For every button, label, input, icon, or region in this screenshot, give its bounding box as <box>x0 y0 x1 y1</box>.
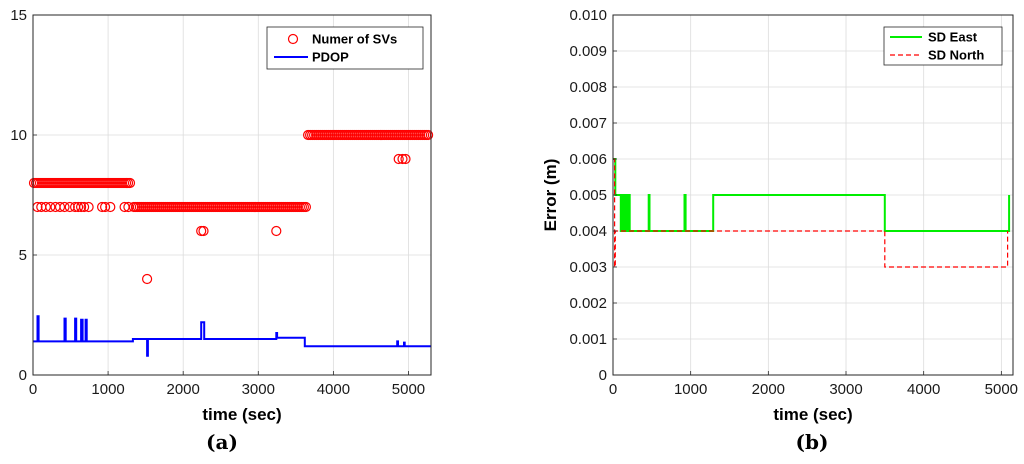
data-point <box>105 201 116 213</box>
data-point <box>124 177 136 189</box>
data-point <box>142 273 153 285</box>
series-numer-of-svs <box>28 129 434 285</box>
x-tick-label: 2000 <box>752 381 785 398</box>
chart-a: 0 1000 2000 3000 4000 5000 0 5 10 15 time (sec) N… <box>10 7 434 424</box>
data-point <box>271 225 282 237</box>
legend-label-pdop: PDOP <box>312 50 349 65</box>
data-point <box>54 201 66 213</box>
chart-b-ticks: 0 1000 2000 3000 4000 5000 0 0.001 0.002 0.003 0.0… <box>569 7 1018 398</box>
y-tick-label: 0.008 <box>569 79 607 96</box>
data-point <box>40 201 51 213</box>
y-tick-label: 0.005 <box>569 187 607 204</box>
chart-a-xlabel: time (sec) <box>202 405 281 424</box>
x-tick-label: 5000 <box>985 381 1018 398</box>
y-tick-label: 0.001 <box>569 331 607 348</box>
series-line-pdop <box>33 315 431 357</box>
y-tick-label: 5 <box>19 247 27 264</box>
x-tick-label: 3000 <box>242 381 275 398</box>
data-point <box>198 225 209 237</box>
chart-a-ticks: 0 1000 2000 3000 4000 5000 0 5 10 15 <box>10 7 425 398</box>
data-point <box>78 201 90 213</box>
chart-b-legend-box <box>883 26 1003 66</box>
y-tick-label: 0.006 <box>569 151 607 168</box>
data-point <box>59 201 70 213</box>
data-point <box>393 153 404 165</box>
chart-a-legend: Numer of SVs PDOP <box>266 26 424 70</box>
chart-b-xlabel: time (sec) <box>773 405 852 424</box>
data-point <box>397 153 408 165</box>
y-tick-label: 0.002 <box>569 295 607 312</box>
data-point <box>423 129 434 141</box>
data-point <box>83 201 94 213</box>
data-point <box>99 201 111 213</box>
x-tick-label: 4000 <box>907 381 940 398</box>
data-point <box>119 201 130 213</box>
x-tick-label: 1000 <box>91 381 124 398</box>
chart-b-legend: SD East SD North <box>883 26 1003 66</box>
x-tick-label: 2000 <box>167 381 200 398</box>
y-tick-label: 0.009 <box>569 43 607 60</box>
caption-a: (a) <box>206 430 238 454</box>
x-tick-label: 0 <box>29 381 37 398</box>
chart-a-data <box>28 129 434 357</box>
y-tick-label: 0 <box>599 367 607 384</box>
data-point <box>400 153 411 165</box>
chart-a-frame <box>32 14 432 376</box>
y-tick-label: 0.010 <box>569 7 607 24</box>
legend-label-numer-of-svs: Numer of SVs <box>312 32 397 47</box>
x-tick-label: 0 <box>609 381 617 398</box>
legend-label-sd-north: SD North <box>928 48 984 63</box>
data-point <box>123 201 134 213</box>
y-tick-label: 0.003 <box>569 259 607 276</box>
data-point <box>96 201 108 213</box>
data-point <box>64 201 75 213</box>
data-point <box>72 201 84 213</box>
x-tick-label: 1000 <box>674 381 707 398</box>
y-tick-label: 0.004 <box>569 223 607 240</box>
data-point <box>45 201 56 213</box>
x-tick-label: 3000 <box>829 381 862 398</box>
data-point <box>75 201 87 213</box>
legend-label-sd-east: SD East <box>928 30 978 45</box>
caption-b: (b) <box>796 430 829 454</box>
data-point <box>300 201 311 213</box>
x-tick-label: 4000 <box>317 381 350 398</box>
y-tick-label: 0.007 <box>569 115 607 132</box>
y-tick-label: 15 <box>10 7 27 24</box>
chart-a-plot-area <box>33 15 431 375</box>
y-tick-label: 0 <box>19 367 27 384</box>
legend-marker-numer-of-svs <box>287 33 299 45</box>
y-tick-label: 10 <box>10 127 27 144</box>
chart-b-ylabel: Error (m) <box>541 159 560 232</box>
x-tick-label: 5000 <box>392 381 425 398</box>
chart-b: 0 1000 2000 3000 4000 5000 0 0.001 0.002 0.003 0.0… <box>541 7 1018 424</box>
